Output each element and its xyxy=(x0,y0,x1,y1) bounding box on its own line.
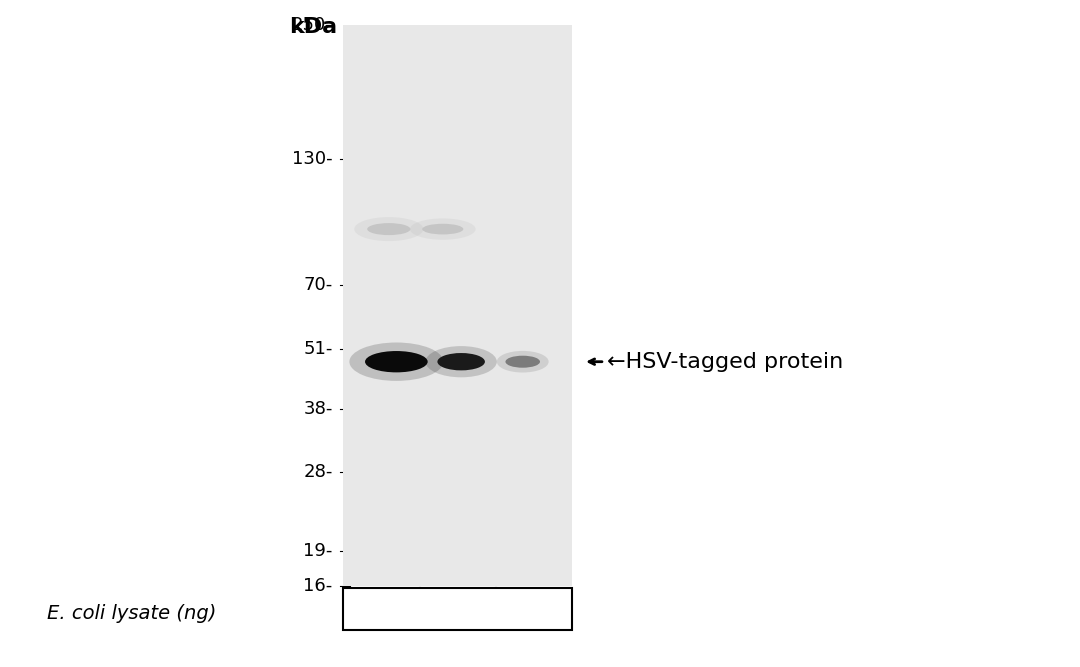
Text: 70-: 70- xyxy=(303,275,333,293)
Text: E. coli lysate (ng): E. coli lysate (ng) xyxy=(46,604,216,623)
Text: kDa: kDa xyxy=(289,17,338,37)
Text: 50: 50 xyxy=(502,600,526,619)
Text: 16-: 16- xyxy=(303,577,333,594)
Text: ←HSV-tagged protein: ←HSV-tagged protein xyxy=(607,352,843,372)
Text: 130-: 130- xyxy=(292,149,333,167)
Text: 200: 200 xyxy=(381,600,418,619)
Text: 19-: 19- xyxy=(303,542,333,560)
Text: 100: 100 xyxy=(440,600,476,619)
Text: 28-: 28- xyxy=(303,462,333,480)
Text: 38-: 38- xyxy=(303,400,333,418)
Text: 250-: 250- xyxy=(292,17,333,34)
Text: 51-: 51- xyxy=(303,340,333,358)
